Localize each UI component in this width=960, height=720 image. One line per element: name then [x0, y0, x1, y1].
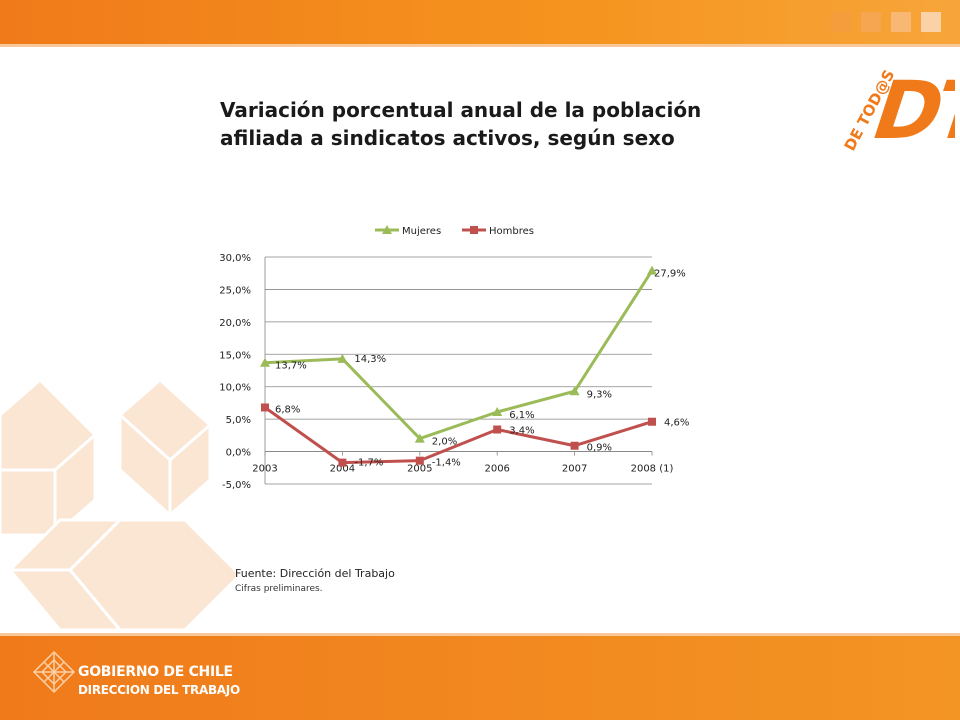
point-mujeres [337, 353, 348, 363]
legend-marker-hombres [470, 226, 478, 234]
y-tick-label: 10,0% [219, 383, 251, 394]
footer-divider [0, 633, 960, 636]
x-tick-label: 2005 [407, 464, 432, 475]
data-label-mujeres: 2,0% [432, 437, 457, 448]
x-tick-label: 2006 [484, 464, 509, 475]
gobierno-de-chile-logo [32, 650, 76, 694]
point-hombres [338, 458, 347, 467]
header-square-4 [921, 12, 941, 32]
point-mujeres [569, 386, 580, 396]
y-tick-label: 25,0% [219, 285, 251, 296]
legend-label-hombres: Hombres [489, 226, 534, 237]
x-tick-label: 2003 [252, 464, 277, 475]
data-label-hombres: 3,4% [509, 426, 534, 437]
point-mujeres [260, 357, 270, 367]
header-square-1 [831, 12, 851, 32]
title-line-2: afiliada a sindicatos activos, según sex… [220, 126, 675, 150]
data-label-mujeres: 13,7% [275, 361, 307, 372]
point-mujeres [414, 433, 425, 443]
gov-emblem-icon [32, 650, 76, 694]
point-hombres [648, 417, 656, 426]
x-axis: 2003 2004 2005 2006 2007 2008 (1) [252, 451, 674, 475]
point-mujeres [647, 265, 657, 275]
y-tick-label: 30,0% [219, 253, 251, 264]
title-line-1: Variación porcentual anual de la poblaci… [220, 98, 702, 122]
data-label-mujeres: 6,1% [509, 410, 534, 421]
data-label-hombres: -1,7% [354, 458, 383, 469]
series-line-hombres [264, 406, 653, 465]
header-divider [0, 44, 960, 47]
background-cubes-decoration [0, 377, 243, 632]
series-line-mujeres [264, 269, 654, 441]
dt-de-todos-logo: DE TOD@S DT [841, 65, 955, 158]
point-hombres [570, 441, 579, 450]
source-text: Fuente: Dirección del Trabajo [235, 567, 395, 580]
chart-series [260, 265, 657, 467]
gov-name-line-1: GOBIERNO DE CHILE [78, 664, 233, 680]
x-tick-label: 2004 [330, 464, 355, 475]
x-tick-label: 2007 [562, 464, 587, 475]
chart-data-labels: 13,7% 14,3% 2,0% 6,1% 9,3% 27,9% 6,8% -1,7% -1,4… [275, 269, 689, 469]
gov-name-line-2: DIRECCION DEL TRABAJO [78, 683, 240, 697]
data-label-hombres: -1,4% [432, 458, 461, 469]
data-label-hombres: 6,8% [275, 404, 300, 415]
header-square-3 [891, 12, 911, 32]
y-tick-label: 15,0% [219, 350, 251, 361]
data-label-mujeres: 9,3% [587, 389, 612, 400]
header-square-2 [861, 12, 881, 32]
data-label-mujeres: 27,9% [654, 269, 686, 280]
y-axis: -5,0% 0,0% 5,0% 10,0% 15,0% 20,0% 25,0% 30,0% [219, 253, 266, 491]
dt-big-text: DT [861, 65, 955, 158]
slide-title: Variación porcentual anual de la poblaci… [220, 96, 780, 152]
y-tick-label: -5,0% [222, 480, 251, 491]
legend-label-mujeres: Mujeres [402, 226, 441, 237]
header-bar [0, 0, 960, 44]
point-hombres [493, 425, 502, 434]
x-tick-label: 2008 (1) [631, 464, 674, 475]
point-hombres [415, 456, 424, 465]
point-hombres [261, 403, 269, 412]
y-tick-label: 5,0% [226, 415, 251, 426]
y-tick-label: 0,0% [226, 448, 251, 459]
line-chart: Mujeres Hombres -5,0% 0,0% 5,0% 10,0% 15,0% 20… [219, 225, 689, 491]
y-tick-label: 20,0% [219, 318, 251, 329]
data-label-hombres: 4,6% [664, 418, 689, 429]
chart-legend: Mujeres Hombres [375, 225, 534, 237]
legend-marker-mujeres [382, 225, 392, 234]
data-label-hombres: 0,9% [587, 443, 612, 454]
data-label-mujeres: 14,3% [354, 354, 386, 365]
preliminary-note: Cifras preliminares. [235, 584, 323, 594]
footer-bar [0, 636, 960, 720]
point-mujeres [492, 407, 503, 417]
